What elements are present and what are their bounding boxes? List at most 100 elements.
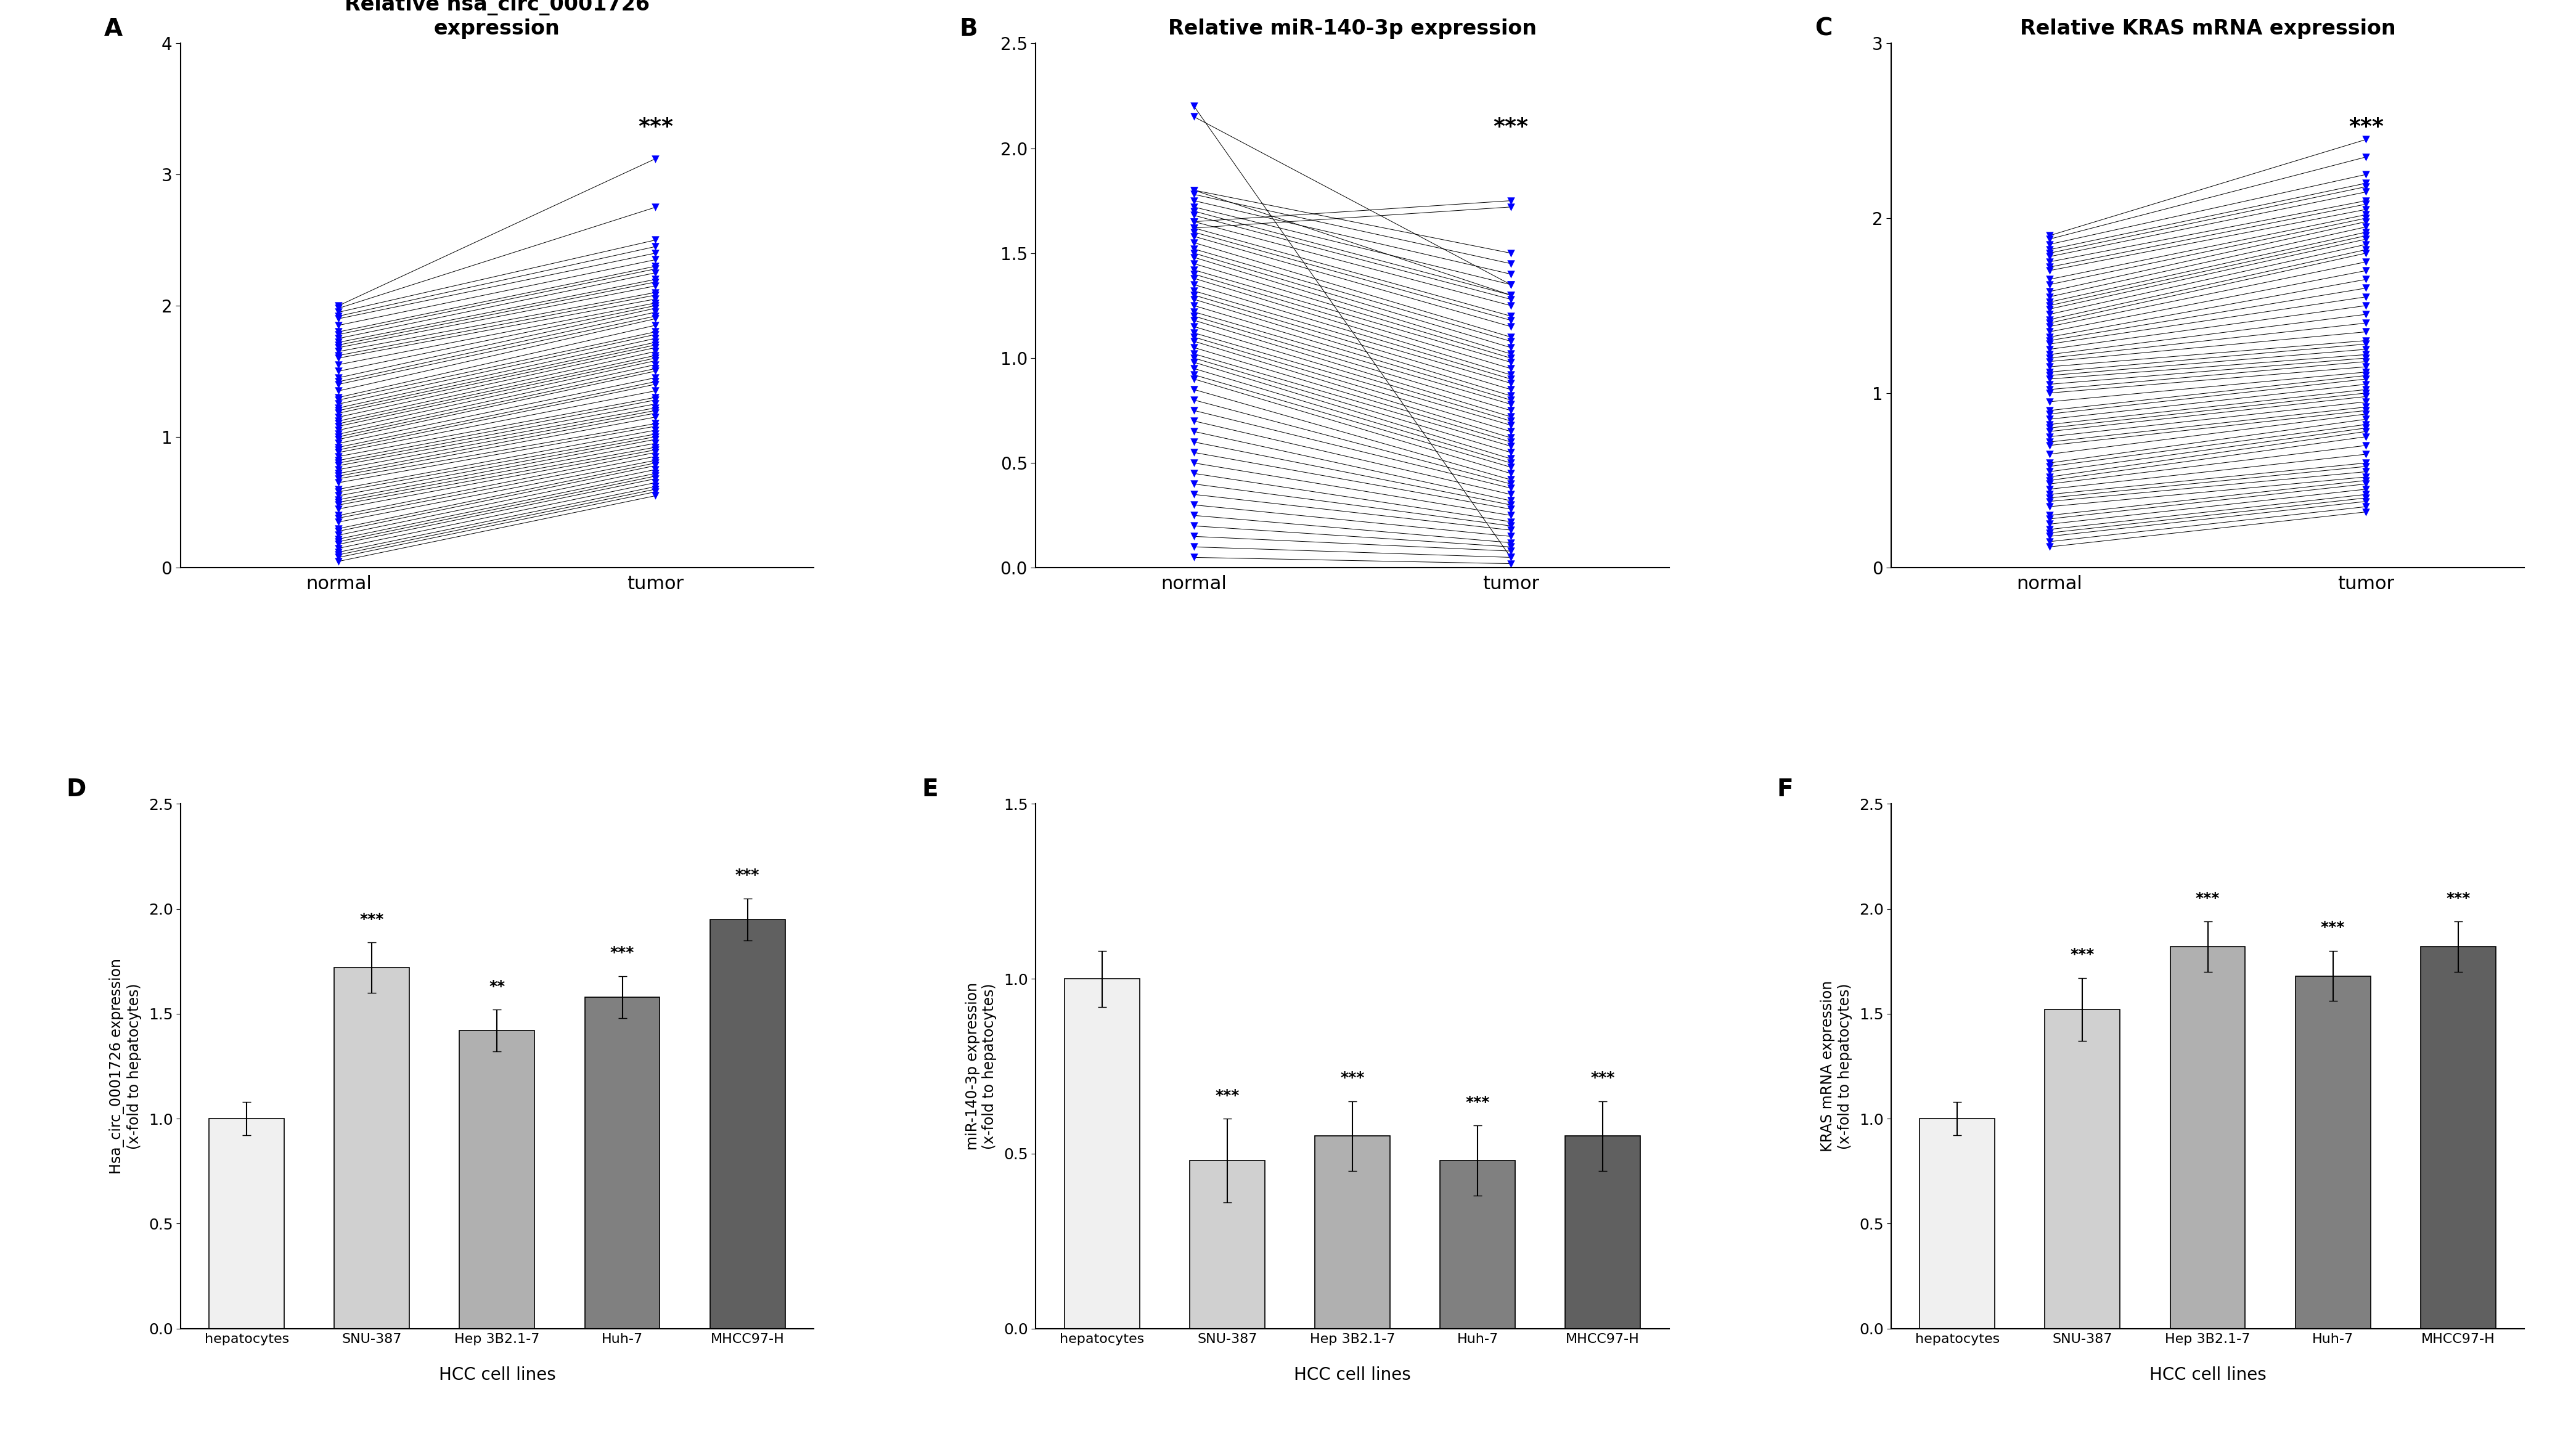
Bar bbox=[1064, 979, 1139, 1328]
Point bbox=[2030, 469, 2071, 492]
Point bbox=[1489, 482, 1530, 505]
Point bbox=[1489, 329, 1530, 352]
Point bbox=[2030, 280, 2071, 303]
Point bbox=[2347, 413, 2388, 436]
Point bbox=[2347, 303, 2388, 326]
Point bbox=[1489, 283, 1530, 306]
Point bbox=[317, 440, 358, 464]
Point bbox=[317, 367, 358, 390]
Point bbox=[634, 401, 675, 425]
Point bbox=[1175, 347, 1216, 370]
Point bbox=[2347, 211, 2388, 234]
Point bbox=[2030, 355, 2071, 378]
Point bbox=[2347, 381, 2388, 404]
Point bbox=[1175, 364, 1216, 387]
Point bbox=[2347, 361, 2388, 384]
Point bbox=[1489, 295, 1530, 318]
Point bbox=[1175, 231, 1216, 254]
Point bbox=[634, 352, 675, 375]
Point bbox=[634, 481, 675, 504]
Point bbox=[2347, 487, 2388, 510]
Point bbox=[1175, 357, 1216, 380]
Point bbox=[634, 254, 675, 277]
Point bbox=[634, 248, 675, 271]
Point bbox=[317, 540, 358, 563]
Point bbox=[2030, 399, 2071, 422]
Point bbox=[1489, 399, 1530, 422]
Point bbox=[2347, 349, 2388, 373]
Point bbox=[634, 373, 675, 396]
Point bbox=[2030, 338, 2071, 361]
Point bbox=[2030, 347, 2071, 370]
X-axis label: HCC cell lines: HCC cell lines bbox=[1293, 1366, 1412, 1383]
Point bbox=[2030, 250, 2071, 273]
Point bbox=[2030, 465, 2071, 488]
Point bbox=[2030, 232, 2071, 256]
Point bbox=[2347, 228, 2388, 251]
Point bbox=[2347, 465, 2388, 488]
Point bbox=[1175, 322, 1216, 345]
Point bbox=[317, 439, 358, 462]
Point bbox=[2030, 521, 2071, 544]
Point bbox=[317, 295, 358, 318]
Point bbox=[2347, 332, 2388, 355]
Point bbox=[1175, 300, 1216, 323]
Point bbox=[634, 458, 675, 481]
Point bbox=[1489, 263, 1530, 286]
Point bbox=[1175, 221, 1216, 244]
Point bbox=[1175, 329, 1216, 352]
Point bbox=[1489, 364, 1530, 387]
Point bbox=[317, 321, 358, 344]
Point bbox=[2347, 163, 2388, 186]
Point bbox=[2030, 286, 2071, 309]
Point bbox=[1175, 420, 1216, 443]
Point bbox=[1489, 241, 1530, 264]
Point bbox=[634, 453, 675, 477]
Point bbox=[1175, 305, 1216, 328]
Point bbox=[2030, 361, 2071, 384]
Point bbox=[2347, 338, 2388, 361]
Point bbox=[2347, 396, 2388, 419]
Point bbox=[634, 406, 675, 429]
Point bbox=[1489, 347, 1530, 370]
Point bbox=[317, 393, 358, 416]
Title: Relative hsa_circ_0001726
expression: Relative hsa_circ_0001726 expression bbox=[345, 0, 649, 39]
Point bbox=[2347, 403, 2388, 426]
Point bbox=[2347, 329, 2388, 352]
Point bbox=[2030, 297, 2071, 321]
Point bbox=[2030, 536, 2071, 559]
Bar bbox=[1566, 1136, 1641, 1328]
Point bbox=[634, 439, 675, 462]
Text: F: F bbox=[1777, 778, 1793, 801]
Point bbox=[2347, 478, 2388, 501]
Point bbox=[2347, 198, 2388, 221]
Point bbox=[1175, 351, 1216, 374]
Text: ***: *** bbox=[734, 868, 760, 882]
Point bbox=[1175, 245, 1216, 269]
Point bbox=[634, 357, 675, 380]
Point bbox=[1175, 440, 1216, 464]
Point bbox=[634, 419, 675, 442]
Point bbox=[1489, 378, 1530, 401]
Point bbox=[1175, 336, 1216, 360]
Point bbox=[2347, 399, 2388, 422]
Point bbox=[2030, 495, 2071, 518]
Point bbox=[2347, 347, 2388, 370]
Point bbox=[2347, 501, 2388, 524]
Point bbox=[1489, 189, 1530, 212]
Point bbox=[1489, 524, 1530, 547]
Point bbox=[634, 339, 675, 362]
Point bbox=[634, 334, 675, 357]
Text: ***: *** bbox=[1592, 1070, 1615, 1086]
Point bbox=[1489, 253, 1530, 276]
Point bbox=[1489, 315, 1530, 338]
Point bbox=[634, 399, 675, 422]
Point bbox=[634, 321, 675, 344]
Point bbox=[1175, 430, 1216, 453]
Point bbox=[1175, 105, 1216, 129]
Point bbox=[2030, 381, 2071, 404]
Point bbox=[2347, 277, 2388, 300]
Point bbox=[1175, 367, 1216, 390]
Point bbox=[2347, 461, 2388, 484]
Bar bbox=[585, 996, 659, 1328]
